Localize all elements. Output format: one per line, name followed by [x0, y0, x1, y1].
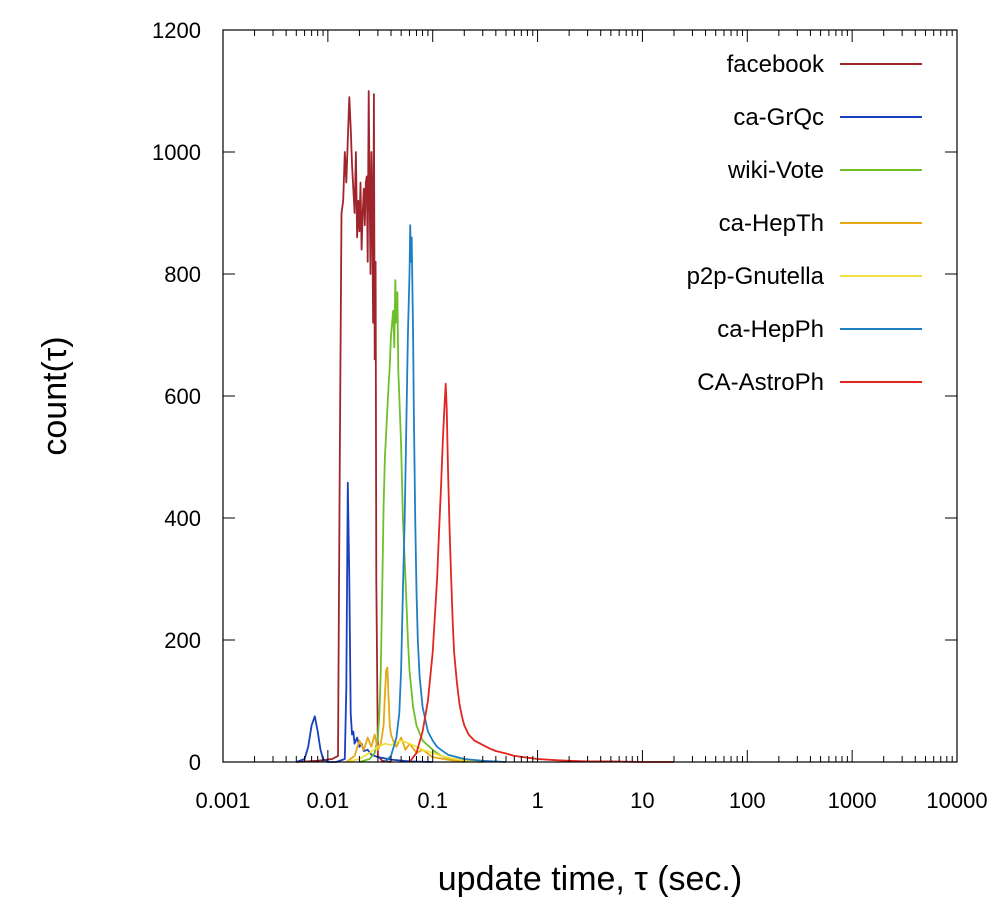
y-tick-label: 800 — [164, 262, 201, 287]
y-tick-label: 0 — [189, 750, 201, 775]
tick-labels-layer: 0.001 0.01 0.1 1 10 100 1000 10000 0 200 400 600 800… — [152, 18, 988, 813]
legend-label-ca-astroph: CA-AstroPh — [697, 369, 824, 396]
x-tick-label: 0.1 — [417, 788, 448, 813]
series-line-wiki-vote — [359, 279, 483, 763]
series-line-ca-grqc — [295, 481, 433, 763]
x-axis-title: update time, τ (sec.) — [438, 860, 742, 898]
series-line-facebook — [296, 90, 392, 763]
x-tick-label: 1000 — [828, 788, 877, 813]
x-tick-label: 0.001 — [195, 788, 250, 813]
y-tick-label: 600 — [164, 384, 201, 409]
series-layer — [295, 90, 674, 763]
series-line-ca-astroph — [408, 382, 674, 763]
legend-label-wiki-vote: wiki-Vote — [727, 157, 824, 184]
x-tick-label: 100 — [729, 788, 766, 813]
legend-label-p2p-gnutella: p2p-Gnutella — [687, 263, 825, 290]
ticks-layer — [222, 29, 958, 763]
legend-label-ca-hepth: ca-HepTh — [719, 210, 824, 237]
legend-label-ca-grqc: ca-GrQc — [733, 104, 824, 131]
legend: facebook ca-GrQc wiki-Vote ca-HepTh p2p-Gnut… — [687, 51, 922, 396]
x-tick-label: 10000 — [926, 788, 987, 813]
series-line-ca-hepth — [345, 666, 465, 763]
legend-label-ca-hepph: ca-HepPh — [717, 316, 824, 343]
y-tick-label: 1000 — [152, 140, 201, 165]
y-axis-title: count(τ) — [36, 336, 74, 455]
series-line-p2p-gnutella — [346, 739, 483, 763]
x-tick-label: 0.01 — [306, 788, 349, 813]
x-tick-label: 1 — [531, 788, 543, 813]
y-tick-label: 200 — [164, 628, 201, 653]
plot-area-frame — [222, 29, 958, 763]
y-tick-label: 400 — [164, 506, 201, 531]
legend-label-facebook: facebook — [727, 51, 825, 78]
x-tick-label: 10 — [630, 788, 654, 813]
y-tick-label: 1200 — [152, 18, 201, 43]
series-line-ca-hepph — [384, 224, 507, 763]
